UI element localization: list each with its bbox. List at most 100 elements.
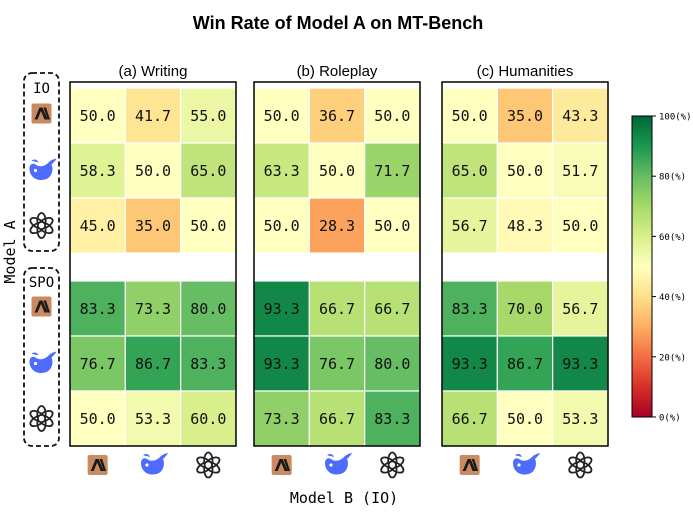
- colorbar-tick-label: 100(%): [659, 113, 692, 123]
- cell-value-label: 50.0: [264, 217, 300, 235]
- cell-value-label: 63.3: [264, 162, 300, 180]
- heatmap-cell: [308, 87, 366, 144]
- cell-value-label: 50.0: [319, 162, 355, 180]
- openai-icon: [568, 451, 593, 479]
- colorbar-tick-label: 80(%): [659, 173, 686, 183]
- claude-icon: [271, 455, 292, 475]
- heatmap-cell: [441, 197, 498, 254]
- panel-title: (a) Writing: [119, 63, 188, 80]
- cell-value-label: 50.0: [264, 107, 300, 125]
- cell-value-label: 50.0: [135, 162, 171, 180]
- cell-value-label: 80.0: [374, 355, 410, 373]
- cell-value-label: 35.0: [135, 217, 171, 235]
- deepseek-whale-icon: [141, 453, 168, 475]
- heatmap-cell: [552, 390, 609, 447]
- y-axis-label: Model A: [1, 220, 19, 283]
- heatmap-cell: [180, 390, 237, 447]
- colorbar-tick-label: 0(%): [659, 414, 681, 424]
- cell-value-label: 50.0: [190, 217, 226, 235]
- heatmap-cell: [496, 142, 554, 199]
- cell-value-label: 86.7: [135, 355, 171, 373]
- heatmap-cell: [180, 335, 237, 392]
- panel-frame: [441, 81, 609, 447]
- cell-value-label: 56.7: [452, 217, 488, 235]
- heatmap-cell: [253, 390, 310, 447]
- deepseek-whale-icon: [29, 158, 57, 181]
- cell-value-label: 50.0: [374, 107, 410, 125]
- heatmap-cell: [496, 280, 554, 337]
- openai-icon: [380, 451, 405, 479]
- panel-1: (a) Writing 50.0 41.7 55.0 58.3 50.0 65.0 45.0 3…: [69, 63, 237, 447]
- cell-value-label: 36.7: [319, 107, 355, 125]
- chart-title: Win Rate of Model A on MT-Bench: [193, 13, 484, 33]
- panel-3: (c) Humanities 50.0 35.0 43.3 65.0 50.0 51.7 56…: [441, 63, 609, 447]
- panel-2: (b) Roleplay 50.0 36.7 50.0 63.3 50.0 71.7 50.0…: [253, 63, 421, 447]
- heatmap-cell: [552, 197, 609, 254]
- cell-value-label: 83.3: [190, 355, 226, 373]
- cell-value-label: 60.0: [190, 410, 226, 428]
- cell-value-label: 86.7: [507, 355, 543, 373]
- heatmap-cell: [308, 280, 366, 337]
- cell-value-label: 41.7: [135, 107, 171, 125]
- cell-value-label: 50.0: [80, 107, 116, 125]
- x-axis-label: Model B (IO): [290, 489, 398, 507]
- spo-group-label: SPO: [29, 275, 54, 291]
- cell-value-label: 58.3: [80, 162, 116, 180]
- heatmap-cell: [124, 335, 182, 392]
- cell-value-label: 76.7: [319, 355, 355, 373]
- openai-icon: [196, 451, 221, 479]
- cell-value-label: 93.3: [452, 355, 488, 373]
- cell-value-label: 83.3: [452, 300, 488, 318]
- heatmap-cell: [124, 280, 182, 337]
- colorbar-tick-label: 20(%): [659, 353, 686, 363]
- panel-frame: [69, 81, 237, 447]
- panel-frame: [253, 81, 421, 447]
- heatmap-cell: [496, 390, 554, 447]
- cell-value-label: 71.7: [374, 162, 410, 180]
- deepseek-whale-icon: [513, 453, 540, 475]
- cell-value-label: 50.0: [507, 162, 543, 180]
- cell-value-label: 50.0: [507, 410, 543, 428]
- heatmap-cell: [253, 197, 310, 254]
- claude-icon: [31, 103, 52, 124]
- cell-value-label: 66.7: [452, 410, 488, 428]
- cell-value-label: 50.0: [452, 107, 488, 125]
- openai-icon: [29, 405, 54, 432]
- cell-value-label: 56.7: [562, 300, 598, 318]
- cell-value-label: 73.3: [135, 300, 171, 318]
- heatmap-cell: [124, 390, 182, 447]
- spo-group-box: [23, 267, 60, 447]
- cell-value-label: 35.0: [507, 107, 543, 125]
- heatmap-cell: [364, 335, 421, 392]
- panel-title: (b) Roleplay: [297, 63, 378, 80]
- heatmap-cell: [69, 390, 126, 447]
- cell-value-label: 53.3: [562, 410, 598, 428]
- heatmap-cell: [308, 197, 366, 254]
- heatmap-cell: [308, 390, 366, 447]
- heatmap-cell: [552, 335, 609, 392]
- deepseek-whale-icon: [325, 453, 352, 475]
- cell-value-label: 83.3: [80, 300, 116, 318]
- heatmap-cell: [180, 142, 237, 199]
- openai-icon: [29, 212, 54, 239]
- panel-title: (c) Humanities: [477, 63, 574, 80]
- heatmap-cell: [364, 142, 421, 199]
- cell-value-label: 93.3: [264, 355, 300, 373]
- cell-value-label: 28.3: [319, 217, 355, 235]
- cell-value-label: 65.0: [452, 162, 488, 180]
- cell-value-label: 55.0: [190, 107, 226, 125]
- heatmap-cell: [253, 142, 310, 199]
- heatmap-cell: [180, 280, 237, 337]
- cell-value-label: 65.0: [190, 162, 226, 180]
- io-group-label: IO: [33, 81, 50, 97]
- heatmap-cell: [124, 197, 182, 254]
- cell-value-label: 50.0: [562, 217, 598, 235]
- heatmap-cell: [552, 280, 609, 337]
- cell-value-label: 51.7: [562, 162, 598, 180]
- cell-value-label: 70.0: [507, 300, 543, 318]
- io-group-box: [23, 72, 60, 252]
- cell-value-label: 76.7: [80, 355, 116, 373]
- cell-value-label: 43.3: [562, 107, 598, 125]
- cell-value-label: 93.3: [264, 300, 300, 318]
